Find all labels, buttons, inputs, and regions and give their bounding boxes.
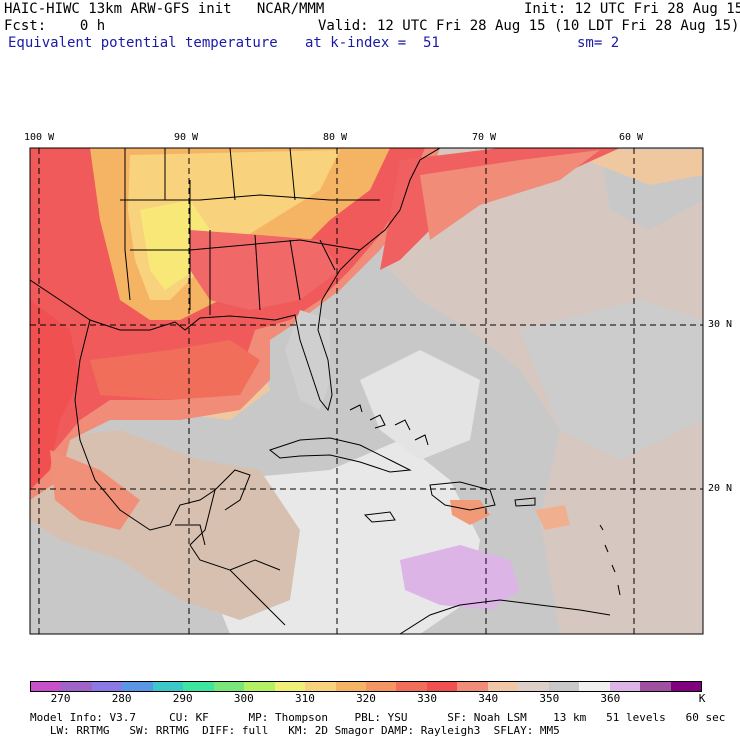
vertical-level: at k-index = 51 xyxy=(305,35,440,51)
colorbar-tick-label: 270 xyxy=(50,692,71,705)
colorbar-swatch xyxy=(640,682,671,691)
florida-gray xyxy=(285,310,330,410)
colorbar-tick-label: 320 xyxy=(356,692,376,705)
colorbar xyxy=(30,681,702,692)
lat-label-20n: 20 N xyxy=(708,483,733,494)
model-info-line1: Model Info: V3.7 CU: KF MP: Thompson PBL… xyxy=(30,711,726,724)
lon-label-60w: 60 W xyxy=(619,132,644,143)
colorbar-swatch xyxy=(122,682,153,691)
valid-time: Valid: 12 UTC Fri 28 Aug 15 (10 LDT Fri … xyxy=(318,18,740,34)
colorbar-swatch xyxy=(213,682,245,691)
colorbar-swatch xyxy=(244,682,275,691)
lon-label-100w: 100 W xyxy=(24,132,55,143)
colorbar-swatch xyxy=(487,682,519,691)
colorbar-tick-label: 340 xyxy=(478,692,499,705)
colorbar-swatch xyxy=(61,682,92,691)
colorbar-swatch xyxy=(396,682,427,691)
field-name: Equivalent potential temperature xyxy=(8,35,278,51)
model-info-line2: LW: RRTMG SW: RRTMG DIFF: full KM: 2D Sm… xyxy=(30,724,560,737)
mexico-red xyxy=(30,300,80,490)
lat-label-30n: 30 N xyxy=(708,319,733,330)
map-frame xyxy=(29,147,704,635)
colorbar-swatch xyxy=(365,682,397,691)
atlantic-salmon-tongue xyxy=(420,150,600,240)
southeast-red-band xyxy=(190,230,340,310)
forecast-hour: Fcst: 0 h xyxy=(4,18,106,34)
colorbar-tick-label: 280 xyxy=(111,692,132,705)
atlantic-gray-patch xyxy=(520,300,703,460)
colorbar-swatch xyxy=(335,682,366,691)
colorbar-swatch xyxy=(548,682,580,691)
colorbar-tick-label: 290 xyxy=(172,692,193,705)
colorbar-swatch xyxy=(579,682,610,691)
colorbar-swatch xyxy=(426,682,458,691)
colorbar-tick-label: K xyxy=(698,692,706,705)
lon-label-70w: 70 W xyxy=(472,132,497,143)
colorbar-swatch xyxy=(152,682,184,691)
lesser-antilles-peach xyxy=(535,505,570,530)
colorbar-swatch xyxy=(305,682,336,691)
colorbar-tick-label: 330 xyxy=(417,692,438,705)
hispaniola-peach xyxy=(450,500,490,525)
lon-label-90w: 90 W xyxy=(174,132,199,143)
smoothing-setting: sm= 2 xyxy=(577,35,620,51)
init-time: Init: 12 UTC Fri 28 Aug 15 xyxy=(524,1,740,17)
colorbar-swatch xyxy=(518,682,549,691)
colorbar-tick-label: 360 xyxy=(600,692,621,705)
bahamas-light-gray xyxy=(360,350,480,460)
colorbar-swatch xyxy=(31,682,62,691)
lavender-patch xyxy=(400,545,520,610)
gulf-salmon xyxy=(90,340,260,400)
colorbar-swatch xyxy=(670,682,701,691)
colorbar-swatch xyxy=(457,682,488,691)
coastlines xyxy=(30,148,621,634)
colorbar-tick-label: 300 xyxy=(233,692,254,705)
lon-label-80w: 80 W xyxy=(323,132,348,143)
atlantic-warm-gray xyxy=(380,148,703,634)
mexico-salmon-spots xyxy=(50,450,140,530)
colorbar-tick-label: 350 xyxy=(539,692,560,705)
colorbar-swatch xyxy=(91,682,123,691)
colorbar-swatch xyxy=(183,682,214,691)
colorbar-swatch xyxy=(609,682,641,691)
model-title: HAIC-HIWC 13km ARW-GFS init NCAR/MMM xyxy=(4,1,325,17)
colorbar-swatch xyxy=(274,682,306,691)
lat-lon-grid xyxy=(30,148,703,634)
colorbar-tick-label: 310 xyxy=(294,692,315,705)
